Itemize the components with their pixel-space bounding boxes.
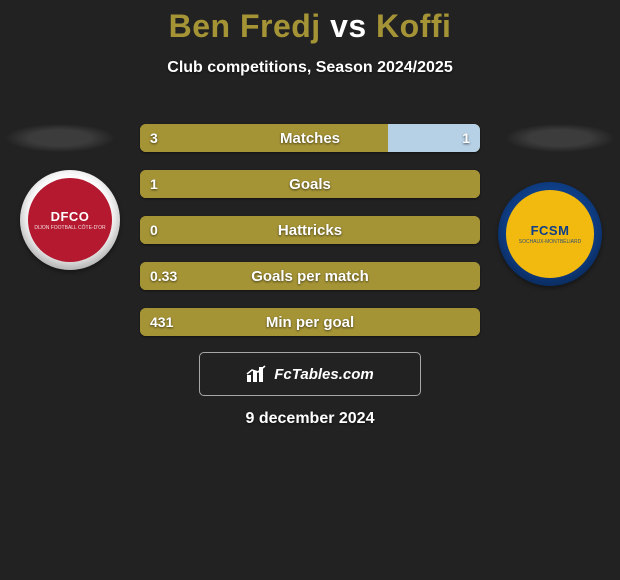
source-box: FcTables.com	[199, 352, 421, 396]
team-crest-right-label: FCSM	[531, 223, 570, 238]
team-crest-left-sub: DIJON FOOTBALL CÔTE-D'OR	[34, 225, 105, 231]
title: Ben Fredj vs Koffi	[0, 0, 620, 45]
stat-bar: 1Goals	[140, 170, 480, 198]
team-crest-right-sub: SOCHAUX-MONTBÉLIARD	[519, 239, 582, 245]
shadow-left	[6, 124, 114, 152]
stat-bar-label: Goals per match	[140, 262, 480, 290]
team-crest-left: DFCO DIJON FOOTBALL CÔTE-D'OR	[20, 170, 120, 270]
stat-bars: 31Matches 1Goals 0Hattricks 0.33Goals per m…	[140, 124, 480, 354]
shadow-right	[506, 124, 614, 152]
title-vs: vs	[330, 8, 367, 44]
player1-name: Ben Fredj	[169, 8, 321, 44]
stat-bar-label: Goals	[140, 170, 480, 198]
date-label: 9 december 2024	[0, 410, 620, 428]
stat-bar-label: Matches	[140, 124, 480, 152]
comparison-card: Ben Fredj vs Koffi Club competitions, Se…	[0, 0, 620, 580]
team-crest-right-inner: FCSM SOCHAUX-MONTBÉLIARD	[506, 190, 593, 277]
stat-bar: 0Hattricks	[140, 216, 480, 244]
team-crest-right: FCSM SOCHAUX-MONTBÉLIARD	[498, 182, 602, 286]
team-crest-left-inner: DFCO DIJON FOOTBALL CÔTE-D'OR	[28, 178, 112, 262]
player2-name: Koffi	[376, 8, 451, 44]
stat-bar-label: Hattricks	[140, 216, 480, 244]
chart-icon	[246, 365, 268, 383]
stat-bar: 0.33Goals per match	[140, 262, 480, 290]
subtitle: Club competitions, Season 2024/2025	[0, 59, 620, 77]
stat-bar-label: Min per goal	[140, 308, 480, 336]
source-label: FcTables.com	[274, 366, 373, 383]
team-crest-left-label: DFCO	[51, 209, 90, 224]
stat-bar: 431Min per goal	[140, 308, 480, 336]
stat-bar: 31Matches	[140, 124, 480, 152]
